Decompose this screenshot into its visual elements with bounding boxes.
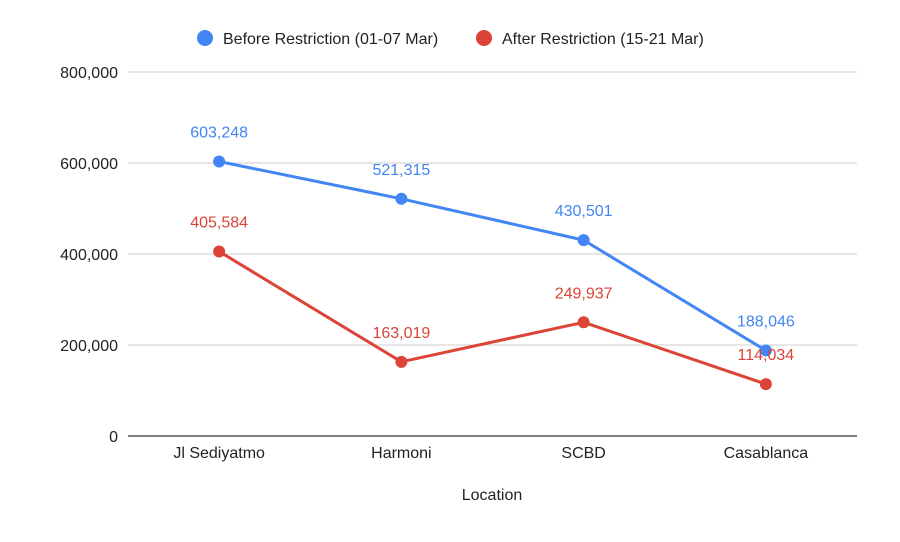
y-tick-label: 200,000 <box>60 338 118 355</box>
x-category-label: Casablanca <box>724 445 809 462</box>
series-0: 603,248 521,315 430,501 188,046 <box>190 125 795 357</box>
series-line <box>218 160 767 352</box>
legend: Before Restriction (01-07 Mar) After Res… <box>197 30 704 48</box>
legend-marker-after <box>476 30 492 46</box>
series-layer: 603,248 521,315 430,501 188,046 405,584 163,0… <box>190 125 795 391</box>
data-label: 430,501 <box>555 203 613 220</box>
data-label: 163,019 <box>372 325 430 342</box>
data-label: 521,315 <box>372 162 430 179</box>
data-point <box>577 316 590 329</box>
data-point <box>395 355 408 368</box>
data-point <box>395 192 408 205</box>
x-category-label: Harmoni <box>371 445 431 462</box>
data-point <box>759 344 772 357</box>
data-label: 188,046 <box>737 313 795 330</box>
legend-label-after: After Restriction (15-21 Mar) <box>502 31 704 48</box>
y-tick-label: 800,000 <box>60 65 118 82</box>
x-category-label: SCBD <box>561 445 605 462</box>
y-tick-label: 600,000 <box>60 156 118 173</box>
legend-marker-before <box>197 30 213 46</box>
data-point <box>577 234 590 247</box>
data-point <box>759 378 772 391</box>
data-label: 405,584 <box>190 214 248 231</box>
data-point <box>213 245 226 258</box>
legend-label-before: Before Restriction (01-07 Mar) <box>223 31 438 48</box>
y-axis-ticks: 0 200,000 400,000 600,000 800,000 <box>60 65 118 446</box>
y-tick-label: 0 <box>109 429 118 446</box>
series-line <box>218 250 767 386</box>
series-1: 405,584 163,019 249,937 114,034 <box>190 214 795 391</box>
data-label: 249,937 <box>555 285 613 302</box>
y-tick-label: 400,000 <box>60 247 118 264</box>
data-point <box>213 155 226 168</box>
data-label: 114,034 <box>738 347 795 364</box>
data-label: 603,248 <box>190 125 248 142</box>
x-category-label: Jl Sediyatmo <box>173 445 265 462</box>
gridlines <box>128 71 857 437</box>
x-axis-categories: Jl Sediyatmo Harmoni SCBD Casablanca <box>173 445 808 462</box>
x-axis-title: Location <box>462 487 523 504</box>
